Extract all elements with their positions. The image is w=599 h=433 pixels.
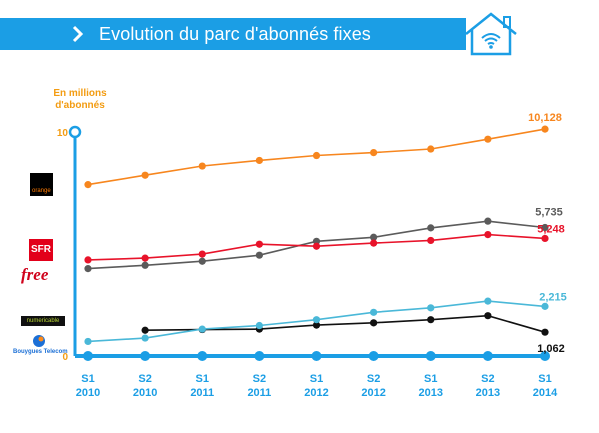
x-axis-tick: [425, 351, 436, 361]
sfr-point: [141, 254, 149, 262]
x-tick-label: S2 2013: [476, 373, 500, 399]
bouygues-logo-text: Bouygues Telecom: [13, 349, 68, 355]
sfr-point: [255, 240, 263, 248]
bouygues-telecom-point: [255, 321, 263, 330]
numericable-value-label: 1,062: [537, 343, 565, 355]
numericable-logo: numericable: [21, 316, 65, 326]
free-logo: free: [21, 265, 49, 284]
x-tick-label: S1 2013: [419, 373, 443, 399]
orange-point: [255, 156, 263, 165]
free-point: [541, 223, 549, 232]
x-axis-tick: [540, 351, 550, 361]
sfr-point: [84, 256, 92, 264]
bouygues-logo: Bouygues Telecom: [13, 334, 68, 358]
free-point: [84, 265, 92, 273]
numericable-point: [370, 319, 378, 327]
free-point: [312, 237, 321, 245]
numericable-line: [145, 314, 546, 333]
bouygues-telecom-point: [84, 337, 92, 346]
sfr-point: [312, 242, 321, 250]
bouygues-telecom-point: [141, 334, 149, 342]
sfr-value-label: 5,248: [537, 223, 565, 235]
numericable-point: [427, 316, 435, 324]
free-point: [141, 261, 149, 269]
bouygues-telecom-point: [198, 325, 206, 333]
orange-point: [484, 135, 492, 143]
x-tick-label: S2 2011: [247, 373, 271, 399]
numericable-point: [312, 321, 321, 329]
orange-point: [427, 145, 435, 153]
x-axis-tick: [254, 351, 265, 361]
sfr-logo: SFR: [29, 239, 53, 261]
sfr-point: [427, 236, 435, 245]
sfr-point: [484, 230, 492, 239]
x-axis-tick: [83, 351, 93, 361]
x-tick-label: S1 2014: [533, 373, 558, 399]
x-tick-label: S2 2012: [361, 373, 385, 399]
chevron-right-icon: [72, 25, 84, 43]
house-wifi-icon: [465, 12, 517, 56]
orange-point: [541, 125, 549, 133]
header-bar: [0, 18, 466, 50]
orange-point: [370, 149, 378, 157]
bouygues-telecom-point: [484, 297, 492, 305]
y-axis-top-marker: [68, 125, 82, 139]
orange-point: [312, 151, 321, 160]
orange-value-label: 10,128: [528, 112, 562, 124]
free-point: [198, 257, 206, 265]
orange-point: [198, 162, 206, 170]
free-point: [484, 217, 492, 225]
y-tick-label: 0: [62, 352, 68, 363]
free-value-label: 5,735: [535, 207, 563, 219]
y-tick-label: 10: [57, 128, 69, 139]
x-axis-tick: [197, 351, 208, 361]
bouygues-telecom-point: [370, 308, 378, 316]
orange-logo: orange: [30, 173, 53, 196]
free-point: [427, 224, 435, 232]
x-axis-tick: [311, 351, 322, 361]
free-point: [370, 233, 378, 241]
bouygues-bubble-icon: [33, 335, 45, 347]
x-tick-label: S1 2012: [304, 373, 328, 399]
x-tick-label: S1 2010: [76, 373, 100, 399]
y-axis-title: En millions d'abonnés: [53, 88, 107, 111]
header: Evolution du parc d'abonnés fixes: [0, 12, 599, 56]
x-tick-label: S2 2010: [133, 373, 157, 399]
sfr-point: [370, 239, 378, 247]
bouygues-telecom-value-label: 2,215: [539, 291, 567, 303]
free-point: [255, 251, 263, 259]
x-axis-tick: [140, 351, 151, 361]
orange-logo-text: orange: [32, 188, 51, 194]
bouygues-telecom-point: [312, 316, 321, 324]
sfr-point: [198, 250, 206, 258]
x-axis-tick: [368, 351, 379, 361]
page-title: Evolution du parc d'abonnés fixes: [99, 24, 371, 44]
numericable-point: [484, 312, 492, 320]
x-axis-tick: [482, 351, 493, 361]
sfr-point: [541, 234, 549, 243]
numericable-point: [141, 326, 149, 334]
bouygues-telecom-point: [427, 304, 435, 312]
bouygues-telecom-point: [541, 302, 549, 310]
numericable-point: [541, 328, 549, 336]
orange-point: [84, 181, 92, 189]
orange-point: [141, 171, 149, 179]
x-tick-label: S1 2011: [190, 373, 214, 399]
